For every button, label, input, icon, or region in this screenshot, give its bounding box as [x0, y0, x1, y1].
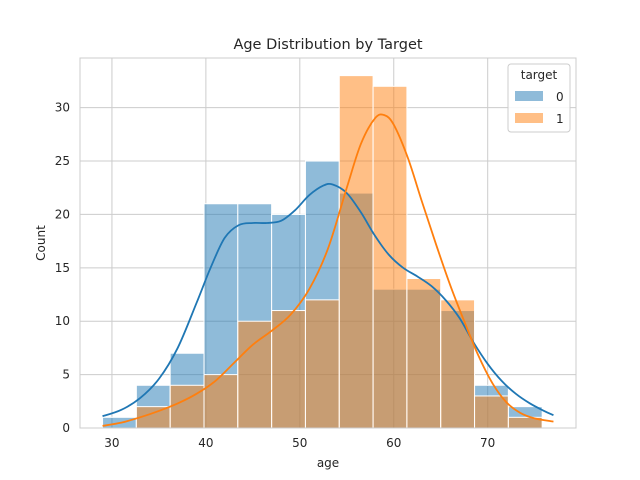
chart-title: Age Distribution by Target [233, 37, 422, 53]
y-tick-label-5: 25 [55, 154, 70, 168]
x-tick-label-4: 70 [480, 436, 495, 450]
y-tick-label-2: 10 [55, 314, 70, 328]
y-tick-label-0: 0 [62, 421, 70, 435]
bar-series-1-bin-6 [304, 299, 340, 429]
bar-series-1-bin-10 [440, 299, 476, 429]
legend-swatch-1 [515, 113, 543, 123]
kde-curves [102, 113, 554, 427]
bar-series-1-bin-3 [203, 374, 239, 429]
y-tick-label-3: 15 [55, 261, 70, 275]
bar-series-1-bin-9 [406, 278, 442, 429]
x-tick-labels: 30 40 50 60 70 [104, 436, 495, 450]
bar-series-1-bin-4 [237, 320, 273, 429]
bar-series-1-bin-5 [271, 310, 306, 429]
legend: target 0 1 [507, 63, 571, 133]
y-axis-label: Count [34, 225, 48, 261]
y-tick-label-6: 30 [55, 101, 70, 115]
bar-series-1-bin-11 [474, 395, 509, 429]
legend-label-1: 1 [556, 112, 564, 126]
plot-frame [79, 57, 577, 429]
legend-label-0: 0 [556, 90, 564, 104]
x-tick-label-2: 50 [292, 436, 307, 450]
kde-curve-series-1 [102, 113, 554, 427]
x-tick-label-0: 30 [104, 436, 119, 450]
x-tick-label-1: 40 [198, 436, 213, 450]
kde-curve-series-0 [102, 182, 554, 418]
y-tick-labels: 0 5 10 15 20 25 30 [55, 101, 70, 435]
x-axis-label: age [317, 456, 339, 470]
y-tick-label-4: 20 [55, 207, 70, 221]
legend-swatch-0 [515, 91, 543, 101]
y-tick-label-1: 5 [62, 368, 70, 382]
x-tick-label-3: 60 [386, 436, 401, 450]
legend-title: target [521, 68, 558, 82]
